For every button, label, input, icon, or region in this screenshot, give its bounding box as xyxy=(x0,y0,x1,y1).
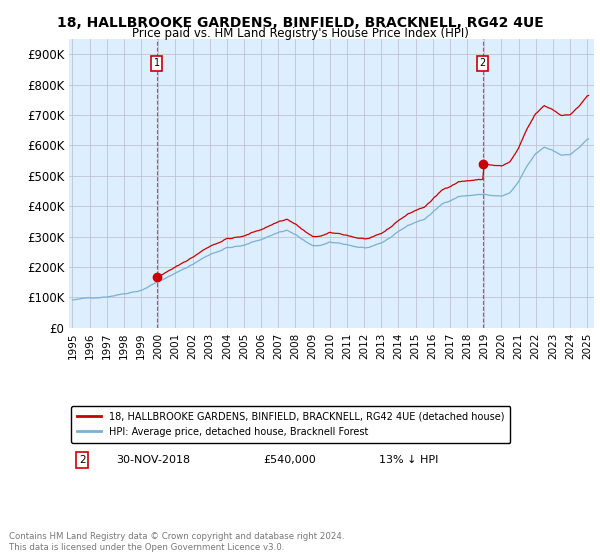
Text: 13% ↓ HPI: 13% ↓ HPI xyxy=(379,455,438,465)
Text: 26-NOV-1999: 26-NOV-1999 xyxy=(116,428,191,438)
Text: Contains HM Land Registry data © Crown copyright and database right 2024.
This d: Contains HM Land Registry data © Crown c… xyxy=(9,532,344,552)
Text: 30-NOV-2018: 30-NOV-2018 xyxy=(116,455,190,465)
Text: 18, HALLBROOKE GARDENS, BINFIELD, BRACKNELL, RG42 4UE: 18, HALLBROOKE GARDENS, BINFIELD, BRACKN… xyxy=(56,16,544,30)
Text: Price paid vs. HM Land Registry's House Price Index (HPI): Price paid vs. HM Land Registry's House … xyxy=(131,27,469,40)
Text: 1: 1 xyxy=(79,428,85,438)
Text: £540,000: £540,000 xyxy=(263,455,316,465)
Text: 2: 2 xyxy=(479,58,486,68)
Text: 26% ↓ HPI: 26% ↓ HPI xyxy=(379,428,438,438)
Text: 2: 2 xyxy=(79,455,85,465)
Text: £167,500: £167,500 xyxy=(263,428,316,438)
Legend: 18, HALLBROOKE GARDENS, BINFIELD, BRACKNELL, RG42 4UE (detached house), HPI: Ave: 18, HALLBROOKE GARDENS, BINFIELD, BRACKN… xyxy=(71,406,511,442)
Text: 1: 1 xyxy=(154,58,160,68)
